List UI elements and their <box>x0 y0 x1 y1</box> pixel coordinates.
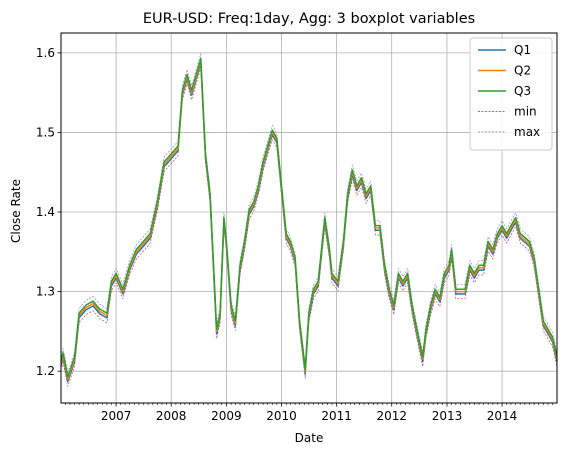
y-axis-label: Close Rate <box>9 179 23 243</box>
x-tick-label: 2009 <box>211 409 242 423</box>
chart-title: EUR-USD: Freq:1day, Agg: 3 boxplot varia… <box>143 11 475 27</box>
legend-label-max: max <box>514 125 540 139</box>
legend-label-q2: Q2 <box>514 64 531 78</box>
x-tick-label: 2011 <box>321 409 352 423</box>
legend-label-q1: Q1 <box>514 43 531 57</box>
series-line-q3 <box>60 57 558 378</box>
x-tick-label: 2014 <box>487 409 518 423</box>
y-tick-label: 1.6 <box>36 46 55 60</box>
x-tick-label: 2008 <box>156 409 187 423</box>
x-tick-label: 2013 <box>432 409 463 423</box>
x-tick-label: 2007 <box>101 409 132 423</box>
x-axis: 2007 2008 2009 2010 2011 2012 2013 2014 <box>65 403 553 423</box>
legend-label-min: min <box>514 105 537 119</box>
x-tick-label: 2012 <box>376 409 407 423</box>
y-tick-label: 1.5 <box>36 125 55 139</box>
x-axis-label: Date <box>295 431 324 445</box>
y-tick-label: 1.2 <box>36 364 55 378</box>
y-tick-label: 1.3 <box>36 285 55 299</box>
y-tick-label: 1.4 <box>36 205 55 219</box>
series-lines <box>60 53 558 387</box>
legend-label-q3: Q3 <box>514 84 531 98</box>
x-tick-label: 2010 <box>266 409 297 423</box>
legend: Q1 Q2 Q3 min max <box>469 37 553 151</box>
y-axis: 1.2 1.3 1.4 1.5 1.6 <box>36 46 61 378</box>
legend-box <box>469 37 553 151</box>
grid-lines <box>61 33 557 403</box>
